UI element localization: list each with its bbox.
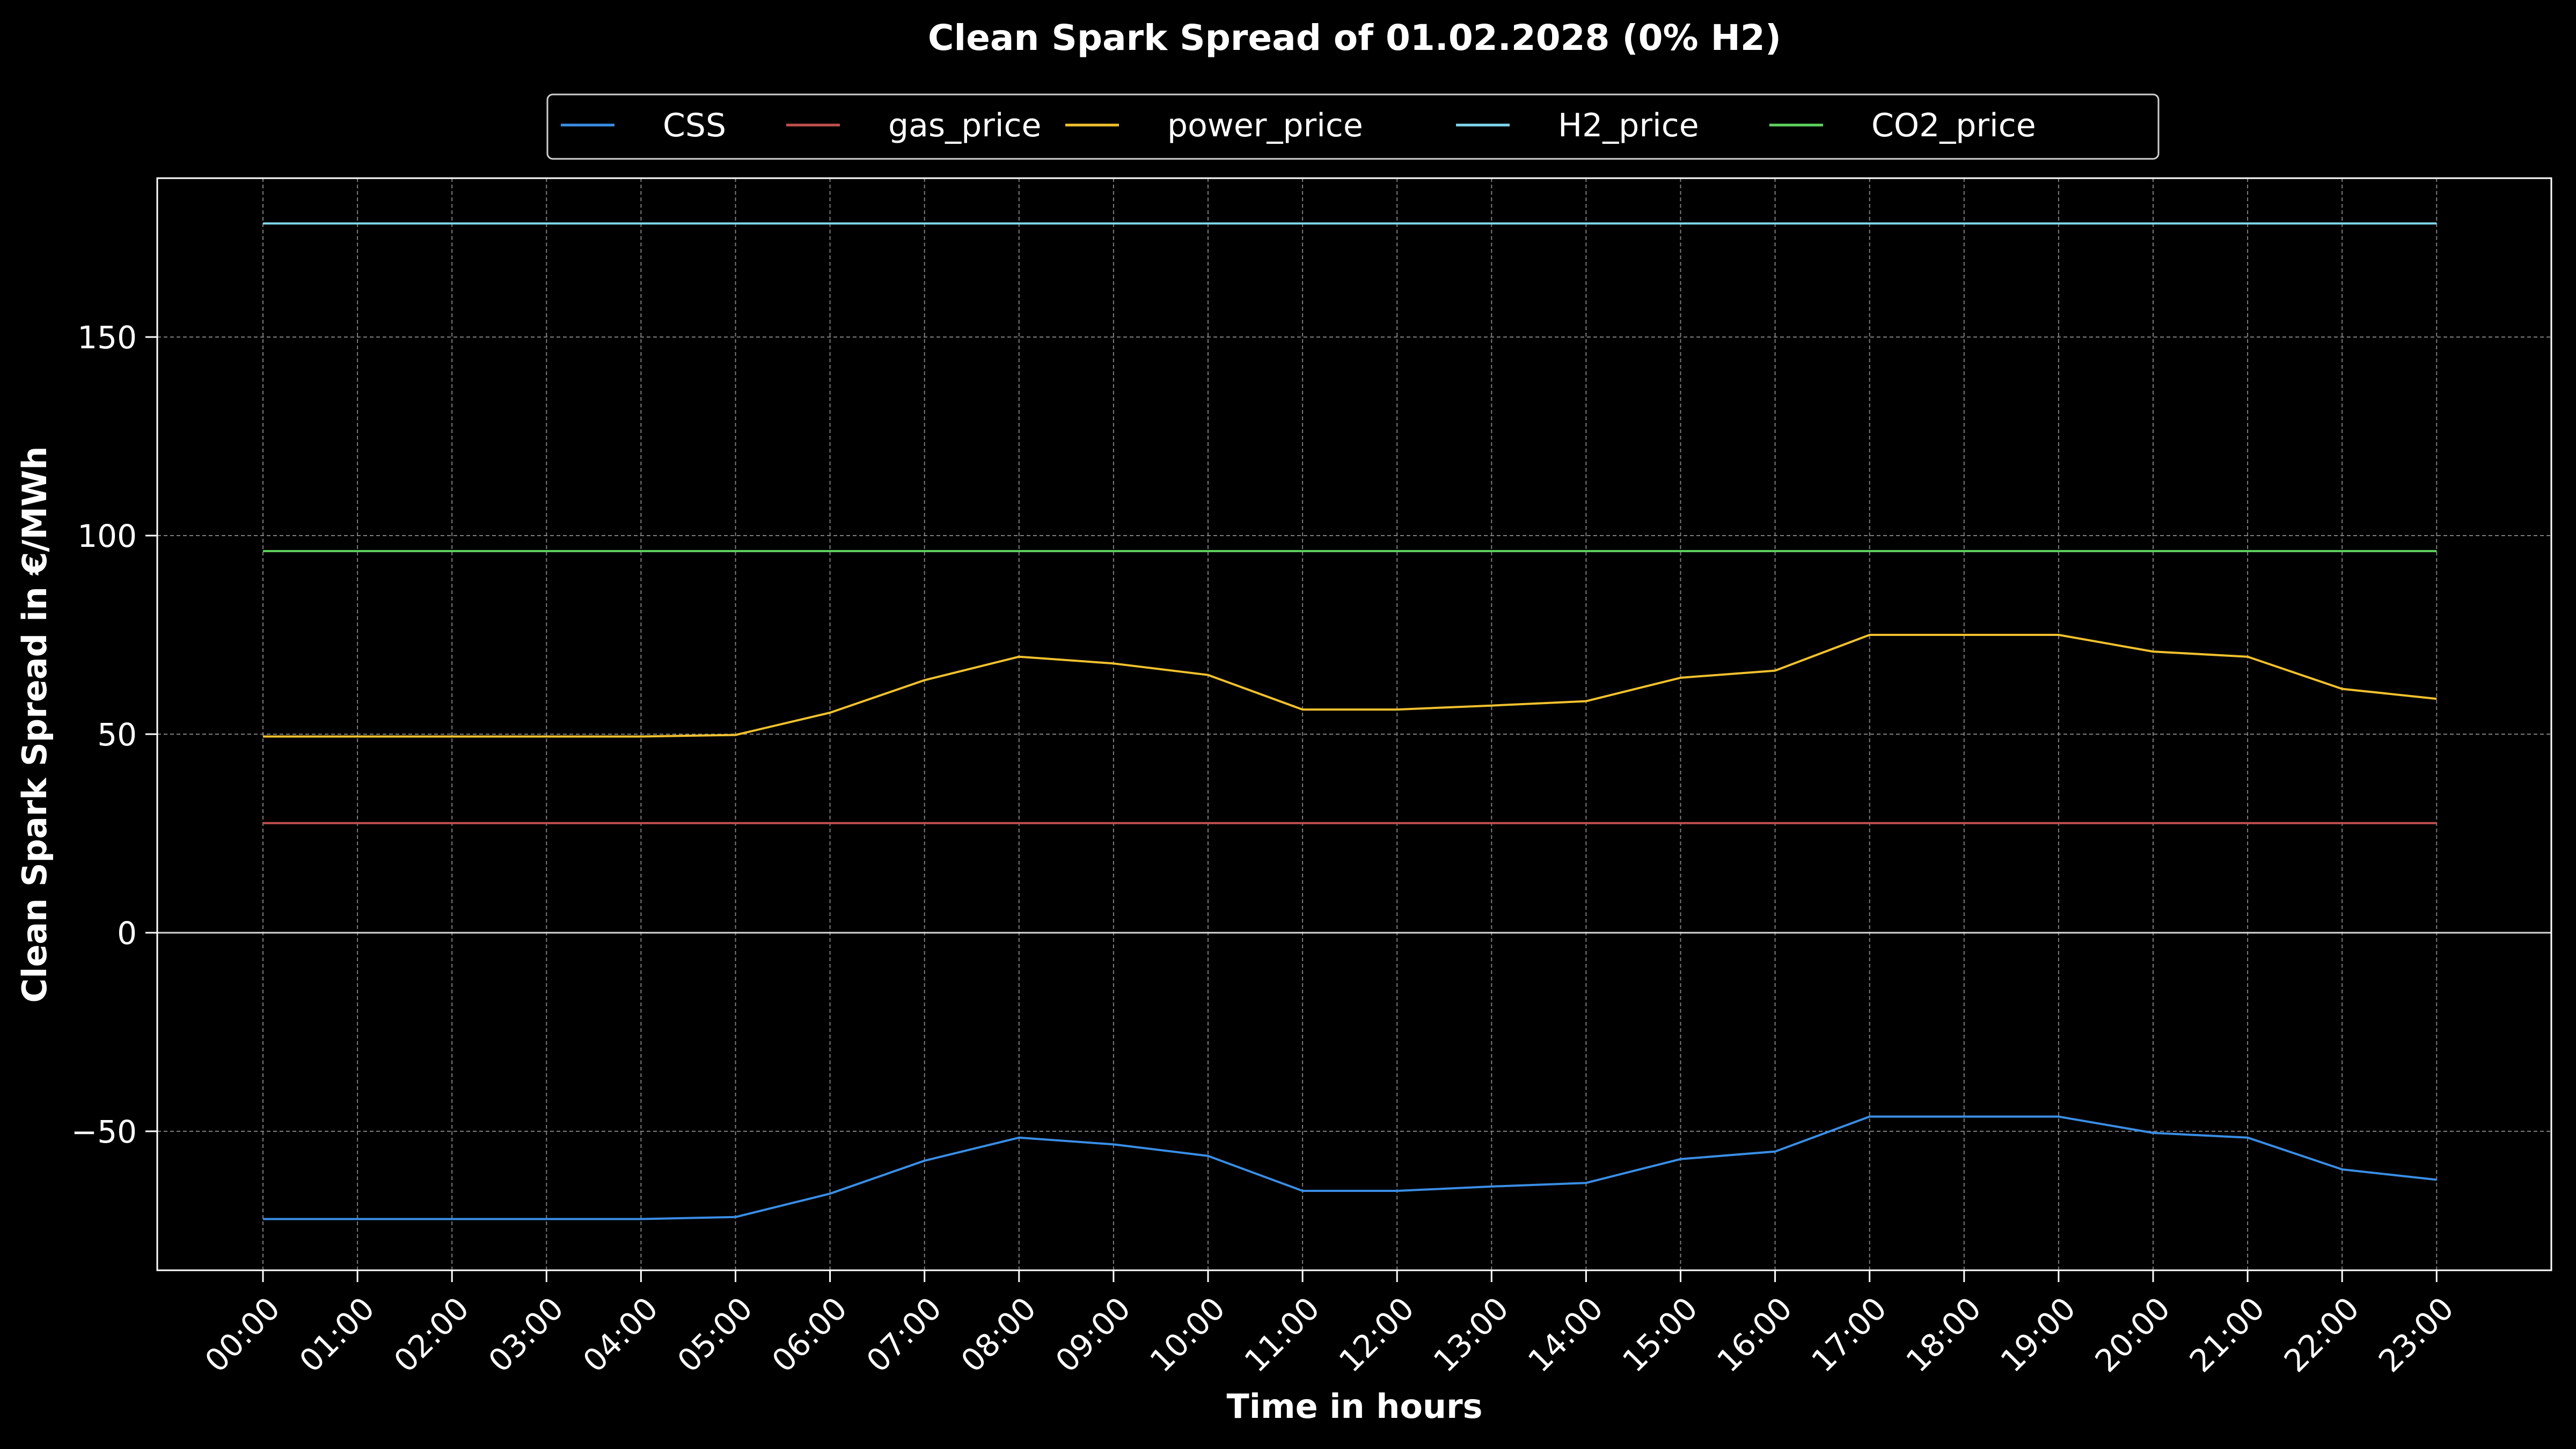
legend-label-css: CSS [663,107,726,144]
y-axis: −50 0 50 100 150 [71,319,157,1150]
series-lines [263,222,2437,1220]
legend-label-gas-price: gas_price [888,107,1041,144]
x-axis-label: Time in hours [1226,1387,1482,1426]
legend: CSS gas_price power_price H2_price CO2_price [546,93,2160,160]
y-tick-label: 0 [117,915,137,952]
legend-label-co2-price: CO2_price [1871,107,2036,144]
legend-box [546,93,2160,160]
y-tick-label: 50 [97,716,137,753]
y-axis-label: Clean Spark Spread in €/MWh [15,446,54,1002]
series-line-css [263,1115,2437,1220]
grid [157,178,2551,1270]
chart-title: Clean Spark Spread of 01.02.2028 (0% H2) [928,17,1781,58]
y-tick-label: 100 [77,518,137,554]
y-tick-label: 150 [77,319,137,356]
legend-label-h2-price: H2_price [1558,107,1699,144]
plot-frame [156,177,2552,1271]
series-line-power-price [263,634,2437,738]
y-tick-label: −50 [71,1114,137,1150]
legend-label-power-price: power_price [1167,107,1363,144]
